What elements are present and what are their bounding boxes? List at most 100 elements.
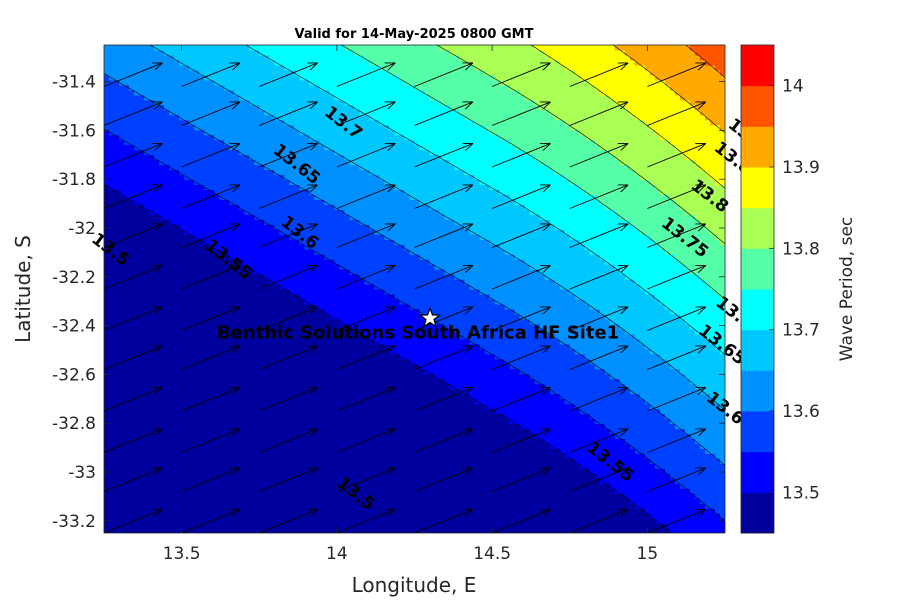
contour-cell — [124, 59, 130, 66]
contour-cell — [289, 318, 295, 325]
contour-cell — [229, 528, 235, 533]
contour-cell — [279, 274, 285, 280]
contour-cell — [209, 473, 215, 479]
contour-cell — [334, 274, 340, 280]
contour-cell — [224, 164, 230, 171]
contour-cell — [354, 503, 361, 509]
contour-cell — [294, 513, 300, 519]
contour-cell — [344, 159, 350, 166]
contour-cell — [294, 209, 300, 215]
contour-cell — [224, 154, 230, 161]
contour-cell — [314, 303, 320, 310]
contour-cell — [189, 318, 195, 325]
contour-cell — [189, 214, 195, 220]
contour-cell — [294, 478, 300, 484]
contour-cell — [149, 49, 155, 56]
contour-cell — [154, 234, 160, 240]
contour-cell — [129, 423, 135, 430]
contour-cell — [199, 458, 205, 464]
contour-cell — [354, 303, 361, 310]
contour-cell — [319, 293, 325, 300]
contour-cell — [349, 204, 356, 210]
contour-cell — [324, 423, 330, 430]
contour-cell — [229, 298, 235, 305]
contour-cell — [249, 448, 255, 454]
contour-cell — [299, 94, 305, 101]
contour-cell — [134, 84, 140, 91]
contour-cell — [139, 368, 145, 375]
contour-cell — [299, 528, 305, 533]
contour-cell — [319, 269, 325, 275]
contour-cell — [329, 348, 335, 355]
contour-cell — [344, 179, 350, 186]
contour-cell — [329, 69, 335, 76]
contour-cell — [289, 408, 295, 415]
contour-cell — [234, 333, 240, 340]
contour-cell — [259, 64, 265, 71]
contour-cell — [124, 289, 130, 295]
contour-cell — [124, 498, 130, 504]
contour-cell — [159, 393, 165, 400]
contour-cell — [144, 378, 150, 385]
contour-cell — [354, 74, 361, 81]
contour-cell — [289, 219, 295, 225]
contour-cell — [259, 463, 265, 469]
contour-cell — [214, 418, 220, 425]
contour-cell — [129, 498, 135, 504]
contour-cell — [329, 478, 335, 484]
contour-cell — [104, 458, 110, 464]
contour-cell — [244, 229, 250, 235]
contour-cell — [264, 443, 270, 449]
contour-cell — [239, 119, 245, 126]
contour-cell — [119, 323, 125, 330]
contour-cell — [174, 383, 180, 390]
contour-cell — [109, 224, 115, 230]
contour-cell — [169, 119, 175, 126]
contour-cell — [299, 224, 305, 230]
contour-cell — [189, 408, 195, 415]
contour-cell — [144, 274, 150, 280]
contour-cell — [169, 328, 175, 335]
contour-cell — [294, 398, 300, 405]
contour-cell — [104, 338, 110, 345]
contour-cell — [299, 468, 305, 474]
contour-cell — [224, 303, 230, 310]
contour-cell — [239, 473, 245, 479]
contour-cell — [109, 124, 115, 131]
contour-cell — [274, 149, 280, 156]
contour-cell — [269, 64, 275, 71]
contour-cell — [109, 403, 115, 410]
contour-cell — [259, 114, 265, 121]
contour-cell — [249, 159, 255, 166]
contour-cell — [244, 313, 250, 320]
contour-cell — [104, 284, 110, 290]
contour-cell — [244, 423, 250, 430]
contour-cell — [104, 84, 110, 91]
contour-cell — [159, 483, 165, 489]
contour-cell — [259, 194, 265, 200]
contour-cell — [339, 428, 345, 435]
contour-cell — [174, 129, 180, 136]
contour-cell — [324, 458, 330, 464]
contour-cell — [349, 224, 356, 230]
contour-cell — [259, 84, 265, 91]
contour-cell — [239, 413, 245, 420]
contour-cell — [174, 418, 180, 425]
contour-cell — [234, 209, 240, 215]
contour-cell — [184, 204, 190, 210]
contour-cell — [194, 393, 200, 400]
contour-cell — [309, 119, 315, 126]
contour-cell — [264, 303, 270, 310]
contour-cell — [289, 358, 295, 365]
contour-cell — [304, 488, 310, 494]
contour-cell — [294, 418, 300, 425]
contour-cell — [179, 333, 185, 340]
contour-cell — [164, 453, 170, 459]
contour-cell — [204, 348, 210, 355]
contour-cell — [109, 518, 115, 524]
contour-cell — [319, 398, 325, 405]
contour-cell — [159, 284, 165, 290]
contour-cell — [189, 169, 195, 176]
contour-cell — [184, 194, 190, 200]
contour-cell — [319, 164, 325, 171]
